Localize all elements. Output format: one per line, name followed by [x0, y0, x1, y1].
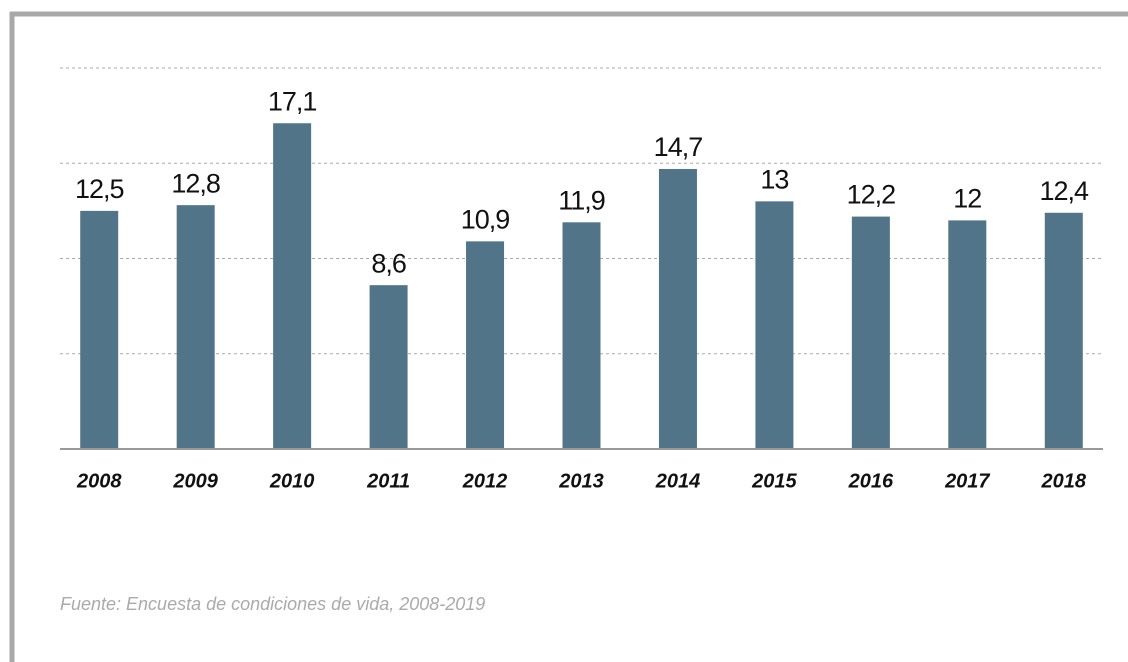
bar: [658, 168, 697, 449]
bar: [273, 123, 312, 450]
x-tick-label: 2014: [655, 470, 701, 492]
bar: [1044, 212, 1083, 449]
data-label: 8,6: [371, 248, 406, 278]
x-tick-label: 2009: [172, 470, 218, 492]
data-label: 12: [953, 184, 981, 214]
data-label: 12,8: [171, 168, 220, 198]
bar: [562, 222, 601, 449]
data-label: 14,7: [654, 132, 703, 162]
data-label: 11,9: [558, 185, 605, 215]
bar: [948, 220, 987, 449]
x-tick-label: 2008: [76, 470, 122, 492]
x-tick-label: 2012: [462, 470, 508, 492]
data-label: 17,1: [268, 86, 317, 116]
bar: [80, 210, 119, 449]
bar: [851, 216, 890, 449]
source-note: Fuente: Encuesta de condiciones de vida,…: [60, 594, 485, 614]
x-tick-label: 2013: [558, 470, 604, 492]
bar: [466, 241, 505, 449]
bar: [176, 205, 215, 449]
data-label: 12,5: [75, 174, 124, 204]
x-tick-label: 2016: [848, 470, 894, 492]
x-tick-label: 2010: [269, 470, 315, 492]
x-tick-label: 2015: [751, 470, 797, 492]
data-label: 12,4: [1039, 176, 1089, 206]
data-label: 13: [760, 164, 788, 194]
bar: [369, 285, 408, 449]
x-tick-label: 2018: [1041, 470, 1087, 492]
data-label: 10,9: [461, 204, 510, 234]
data-label: 12,2: [847, 180, 896, 210]
plot: 12,5 2008 12,8 2009 17,1 2010 8,6 2011 10,9 2012 1…: [60, 67, 1103, 492]
bar: [755, 201, 794, 449]
x-tick-label: 2017: [944, 470, 990, 492]
x-tick-label: 2011: [366, 470, 410, 492]
